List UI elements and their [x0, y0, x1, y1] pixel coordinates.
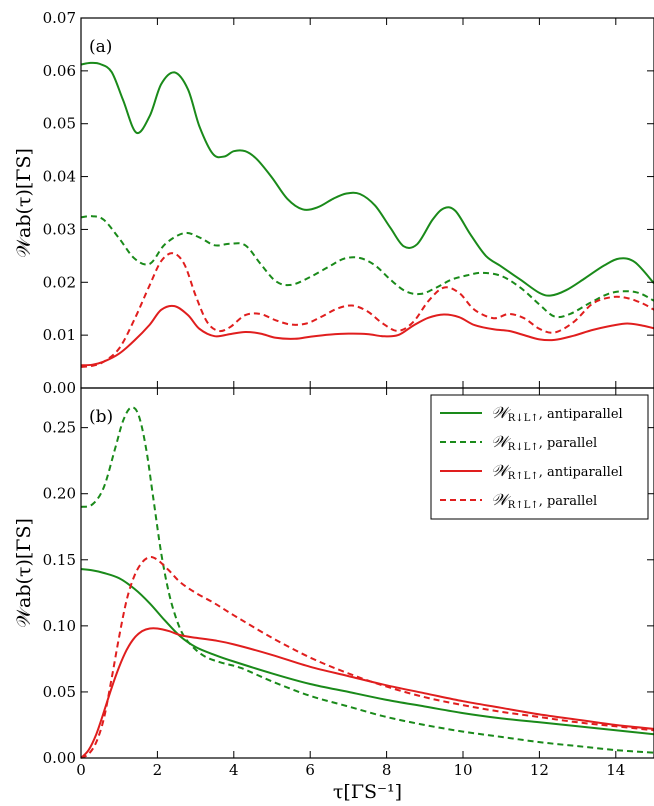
panel-a-ytick-label: 0.07	[43, 9, 76, 27]
panel-b-xtick-label: 10	[453, 761, 472, 779]
panel-b-series-3-line	[80, 627, 654, 759]
panel-b-ylabel: 𝒲ab(τ)[ΓS]	[13, 518, 35, 628]
panel-b-frame	[80, 387, 654, 759]
panel-b-xtick-label: 12	[530, 761, 549, 779]
panel-a-ytick-label: 0.02	[43, 273, 76, 291]
panel-b-xtick-label: 2	[153, 761, 163, 779]
panel-b-ytick-label: 0.05	[43, 683, 76, 701]
panel-b-series-4-line	[80, 556, 654, 759]
panel-b-xtick-label: 8	[382, 761, 392, 779]
panel-a-frame	[80, 17, 654, 389]
panel-b: 0.00 0.05 0.10 0.15 0.20 0.25 0 2 4 6 8 10 12 14 (b) 𝒲a…	[13, 387, 654, 803]
panel-b-ytick-label: 0.20	[43, 485, 76, 503]
panel-b-ytick-label: 0.25	[43, 419, 76, 437]
panel-a-ytick-label: 0.01	[43, 326, 76, 344]
panel-a-series-4-line	[80, 252, 654, 368]
panel-a-series-2-line	[80, 215, 654, 319]
panel-a-ytick-label: 0.00	[43, 379, 76, 397]
panel-b-xtick-label: 0	[76, 761, 86, 779]
panel-a-ytick-label: 0.03	[43, 220, 76, 238]
panel-a-tag: (a)	[89, 37, 112, 57]
legend-entry: 𝒲R↑L↑, antiparallel	[491, 461, 623, 482]
panel-b-series-1-line	[80, 568, 654, 736]
panel-a-ytick-label: 0.06	[43, 62, 76, 80]
panel-a: 0.00 0.01 0.02 0.03 0.04 0.05 0.06 0.07 (a) 𝒲ab(τ…	[13, 9, 654, 397]
panel-a-series-1-line	[80, 61, 654, 297]
panel-b-xlabel: τ[ΓS⁻¹]	[333, 781, 402, 803]
panel-a-series-3-line	[80, 304, 654, 367]
panel-a-ylabel: 𝒲ab(τ)[ΓS]	[13, 148, 35, 258]
panel-b-xtick-label: 4	[229, 761, 239, 779]
panel-b-xtick-label: 6	[305, 761, 315, 779]
panel-a-ytick-label: 0.04	[43, 168, 76, 186]
panel-b-ytick-label: 0.00	[43, 749, 76, 767]
panel-b-ytick-label: 0.10	[43, 617, 76, 635]
legend-box	[430, 394, 649, 520]
legend-entry: 𝒲R↓L↑, parallel	[491, 432, 597, 453]
panel-a-ytick-label: 0.05	[43, 115, 76, 133]
legend-entry: 𝒲R↓L↑, antiparallel	[491, 403, 623, 424]
panel-b-series-2-line	[80, 406, 654, 754]
panel-b-xtick-label: 14	[606, 761, 625, 779]
legend-entry: 𝒲R↑L↑, parallel	[491, 490, 597, 511]
panel-b-tag: (b)	[89, 407, 113, 427]
panel-b-ytick-label: 0.15	[43, 551, 76, 569]
